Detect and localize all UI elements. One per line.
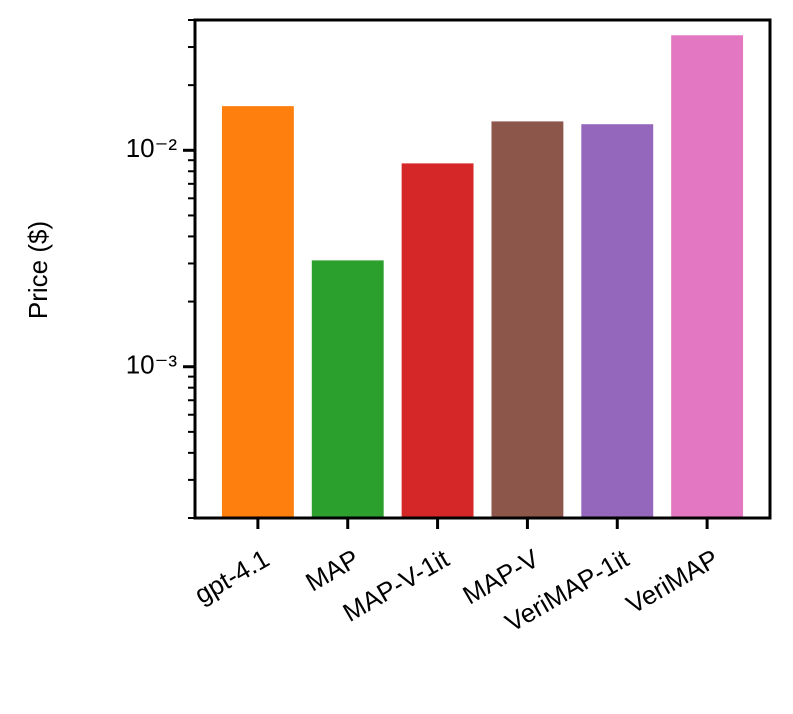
x-tick-label: MAP: [300, 543, 364, 597]
bar: [581, 124, 654, 518]
x-tick-label: VeriMAP: [621, 543, 724, 620]
x-tick-label: gpt-4.1: [189, 543, 274, 609]
y-axis-label: Price ($): [23, 221, 53, 319]
bar: [491, 121, 564, 518]
bar: [221, 106, 294, 519]
bar: [401, 163, 474, 518]
plot-frame: [193, 18, 772, 520]
bar: [311, 260, 384, 518]
bar: [671, 35, 744, 518]
y-tick-label: 10⁻²: [126, 133, 178, 163]
y-tick-label: 10⁻³: [126, 350, 178, 380]
